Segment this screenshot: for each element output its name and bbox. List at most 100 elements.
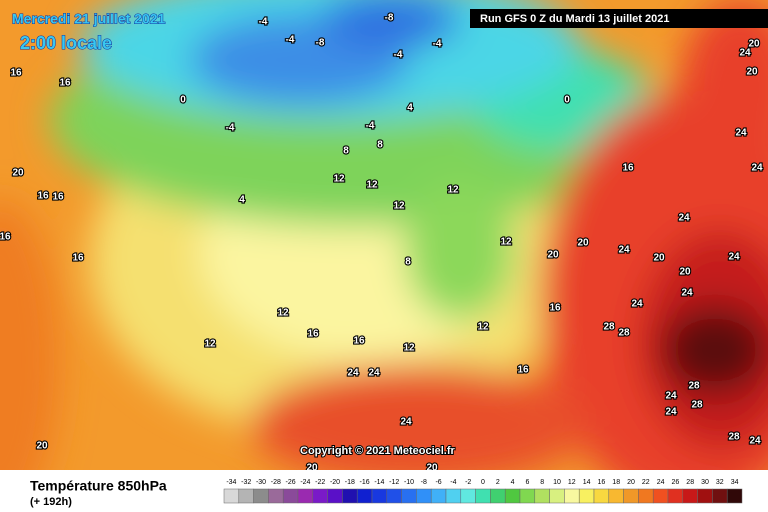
contour-label: 28 xyxy=(691,400,703,411)
scale-swatch xyxy=(534,488,550,504)
contour-label: 24 xyxy=(749,436,761,447)
contour-label: 16 xyxy=(72,253,84,264)
contour-label: 24 xyxy=(681,288,693,299)
contour-label: 20 xyxy=(653,253,665,264)
scale-swatch xyxy=(726,488,743,504)
contour-label: 12 xyxy=(477,322,489,333)
scale-swatch xyxy=(638,488,654,504)
contour-label: 20 xyxy=(746,67,758,78)
footer-title: Température 850hPa xyxy=(30,478,167,494)
contour-label: 24 xyxy=(631,299,643,310)
contour-label: 20 xyxy=(748,39,760,50)
scale-label: -20 xyxy=(330,479,340,486)
contour-label: 0 xyxy=(564,95,570,106)
scale-label: 8 xyxy=(540,479,544,486)
contour-label: 24 xyxy=(665,391,677,402)
date: Mercredi 21 juillet 2021 xyxy=(12,11,166,27)
contour-label: 24 xyxy=(735,128,747,139)
scale-swatch xyxy=(697,488,713,504)
time: 2:00 locale xyxy=(20,33,112,53)
contour-label: 20 xyxy=(679,267,691,278)
scale-swatch xyxy=(564,488,580,504)
scale-label: 10 xyxy=(553,479,561,486)
contour-label: 16 xyxy=(52,192,64,203)
scale-label: 18 xyxy=(612,479,620,486)
color-scale: -34 -32 -30 -28 -26 -24 -22 -20 -18 -16 -14 -12 -10-… xyxy=(223,479,743,504)
scale-swatch xyxy=(712,488,728,504)
scale-swatch xyxy=(342,488,358,504)
contour-label: 16 xyxy=(353,336,365,347)
scale-swatch xyxy=(401,488,417,504)
scale-label: -8 xyxy=(421,479,427,486)
contour-label: -4 xyxy=(433,39,442,50)
scale-label: 16 xyxy=(598,479,606,486)
footer-lead: (+ 192h) xyxy=(30,496,72,508)
contour-label: 12 xyxy=(277,308,289,319)
contour-label: -4 xyxy=(259,17,268,28)
scale-label: 24 xyxy=(657,479,665,486)
contour-label: 12 xyxy=(393,201,405,212)
scale-swatch xyxy=(608,488,624,504)
contour-label: 24 xyxy=(739,48,751,59)
contour-label: 28 xyxy=(603,322,615,333)
scale-swatch xyxy=(667,488,684,504)
scale-label: 20 xyxy=(627,479,635,486)
contour-label: 16 xyxy=(59,78,71,89)
scale-swatch xyxy=(504,488,521,504)
scale-label: 0 xyxy=(481,479,485,486)
scale-swatch xyxy=(356,488,373,504)
contour-label: 12 xyxy=(204,339,216,350)
scale-swatch xyxy=(593,488,610,504)
scale-swatch xyxy=(253,488,269,504)
scale-label: 12 xyxy=(568,479,576,486)
contour-label: 16 xyxy=(10,68,22,79)
contour-label: 20 xyxy=(577,238,589,249)
contour-label: 28 xyxy=(688,381,700,392)
scale-label: -2 xyxy=(465,479,471,486)
contour-label: 20 xyxy=(36,441,48,452)
scale-swatch xyxy=(460,488,476,504)
scale-swatch xyxy=(312,488,328,504)
contour-label: 12 xyxy=(366,180,378,191)
scale-label: 28 xyxy=(686,479,694,486)
contour-label: 4 xyxy=(407,103,413,114)
run-info: Run GFS 0 Z du Mardi 13 juillet 2021 xyxy=(480,13,670,25)
scale-label: 22 xyxy=(642,479,650,486)
scale-label: 30 xyxy=(701,479,709,486)
contour-label: 8 xyxy=(405,257,411,268)
contour-label: 28 xyxy=(728,432,740,443)
scale-label: -14 xyxy=(374,479,384,486)
scale-swatch xyxy=(623,488,639,504)
contour-label: 24 xyxy=(728,252,740,263)
scale-swatch xyxy=(371,488,388,504)
contour-label: -4 xyxy=(366,121,375,132)
contour-label: 24 xyxy=(400,417,412,428)
contour-label: 12 xyxy=(500,237,512,248)
scale-label: -12 xyxy=(389,479,399,486)
scale-label: 14 xyxy=(583,479,591,486)
scale-swatch xyxy=(578,488,595,504)
copyright: Copyright © 2021 Meteociel.fr xyxy=(300,445,456,457)
scale-label: -6 xyxy=(435,479,441,486)
contour-label: 20 xyxy=(547,250,559,261)
scale-label: 26 xyxy=(672,479,680,486)
contour-label: 12 xyxy=(333,174,345,185)
scale-label: -28 xyxy=(271,479,281,486)
contour-label: -8 xyxy=(316,38,325,49)
scale-label: 32 xyxy=(716,479,724,486)
contour-label: 16 xyxy=(622,163,634,174)
scale-swatch xyxy=(268,488,284,504)
scale-label: 6 xyxy=(525,479,529,486)
scale-swatch xyxy=(223,488,240,504)
scale-label: 4 xyxy=(511,479,515,486)
scale-label: -4 xyxy=(450,479,456,486)
scale-label: -18 xyxy=(345,479,355,486)
contour-label: 12 xyxy=(403,343,415,354)
scale-swatch xyxy=(445,488,462,504)
contour-label: 16 xyxy=(0,232,11,243)
contour-label: 24 xyxy=(368,368,380,379)
scale-swatch xyxy=(652,488,669,504)
run-box xyxy=(470,9,768,28)
